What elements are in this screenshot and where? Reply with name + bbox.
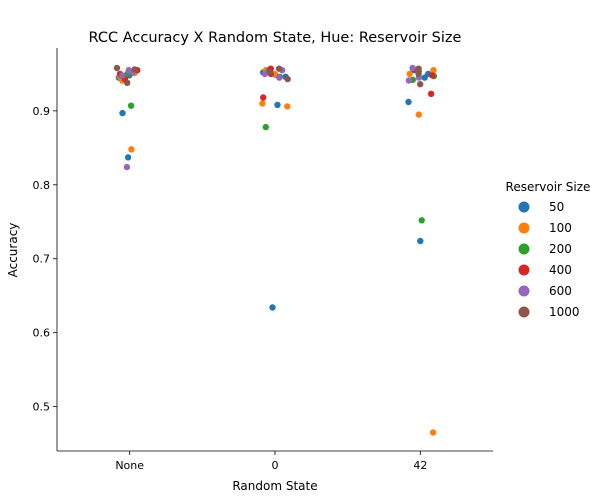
legend-label-400: 400: [549, 263, 572, 277]
point-reservoir-200: [418, 217, 425, 224]
point-reservoir-100: [284, 103, 291, 110]
point-reservoir-600: [276, 74, 283, 81]
point-reservoir-600: [409, 64, 416, 72]
point-reservoir-100: [259, 100, 266, 107]
y-axis-label: Accuracy: [6, 223, 20, 278]
x-ticks: None 0 42: [115, 451, 427, 472]
point-reservoir-400: [429, 72, 436, 79]
point-reservoir-1000: [417, 81, 424, 88]
legend: Reservoir Size 50 100 200 400 600 1000: [506, 180, 591, 319]
x-tick-label: None: [115, 459, 144, 472]
x-tick-label: 0: [272, 459, 279, 472]
legend-marker-200: [518, 243, 530, 255]
legend-label-100: 100: [549, 221, 572, 235]
point-reservoir-50: [119, 109, 126, 117]
point-reservoir-400: [427, 90, 435, 98]
y-tick-label: 0.8: [33, 179, 51, 192]
point-reservoir-100: [430, 67, 437, 74]
legend-marker-600: [518, 285, 530, 297]
plot-area: [113, 64, 438, 436]
point-reservoir-600: [261, 70, 268, 78]
point-reservoir-1000: [266, 69, 274, 76]
y-tick-label: 0.9: [33, 105, 51, 118]
point-reservoir-1000: [415, 70, 422, 78]
legend-title: Reservoir Size: [506, 180, 591, 194]
legend-label-1000: 1000: [549, 305, 580, 319]
point-reservoir-1000: [284, 75, 291, 83]
point-reservoir-200: [127, 102, 135, 109]
point-reservoir-50: [124, 154, 132, 161]
point-reservoir-1000: [415, 65, 422, 72]
legend-marker-400: [518, 264, 530, 276]
legend-label-50: 50: [549, 200, 564, 214]
point-reservoir-100: [128, 146, 135, 153]
point-reservoir-200: [262, 123, 269, 131]
point-reservoir-1000: [275, 65, 283, 72]
point-reservoir-600: [119, 72, 126, 79]
legend-marker-50: [518, 201, 530, 213]
point-reservoir-1000: [131, 66, 138, 73]
legend-label-600: 600: [549, 284, 572, 298]
point-reservoir-50: [417, 237, 424, 245]
x-tick-label: 42: [413, 459, 427, 472]
y-ticks: 0.5 0.6 0.7 0.8 0.9: [33, 105, 57, 414]
point-reservoir-600: [123, 163, 131, 171]
point-reservoir-50: [421, 74, 428, 81]
y-tick-label: 0.7: [33, 253, 51, 266]
point-reservoir-50: [274, 101, 281, 109]
point-reservoir-400: [260, 94, 267, 101]
chart-title: RCC Accuracy X Random State, Hue: Reserv…: [89, 30, 462, 46]
point-reservoir-50: [405, 98, 412, 106]
x-axis-label: Random State: [232, 479, 317, 493]
point-reservoir-50: [269, 304, 276, 311]
legend-marker-1000: [518, 306, 530, 318]
point-reservoir-100: [415, 111, 422, 118]
point-reservoir-100: [406, 70, 413, 78]
y-tick-label: 0.5: [33, 401, 51, 414]
y-tick-label: 0.6: [33, 327, 51, 340]
point-reservoir-1000: [124, 79, 131, 87]
point-reservoir-100: [429, 429, 437, 436]
point-reservoir-1000: [113, 64, 121, 72]
legend-marker-100: [518, 222, 530, 234]
legend-label-200: 200: [549, 242, 572, 256]
point-reservoir-600: [405, 77, 413, 84]
